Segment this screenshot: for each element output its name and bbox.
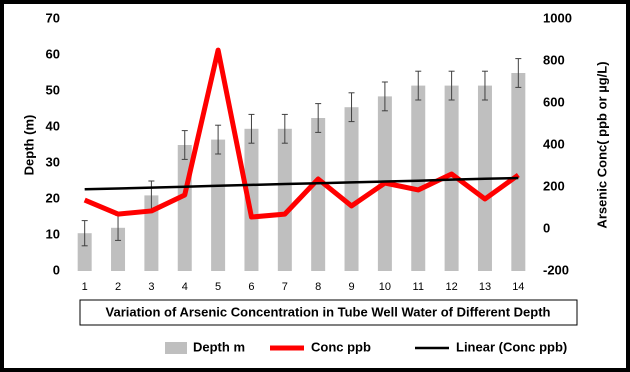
legend-label: Depth m (193, 339, 245, 354)
error-bar (415, 70, 422, 101)
line (83, 47, 520, 220)
bar (411, 85, 426, 271)
bar (344, 107, 359, 271)
y2-tick-label: 0 (543, 220, 550, 235)
bar (211, 139, 226, 271)
y-tick-label: 30 (46, 154, 60, 169)
y-tick-label: 60 (46, 46, 60, 61)
y-tick-label: 50 (46, 82, 60, 97)
bar (111, 227, 126, 271)
legend-label: Conc ppb (311, 339, 371, 354)
bar (311, 118, 326, 271)
x-tick-label: 4 (182, 281, 188, 293)
x-tick-label: 2 (115, 281, 121, 293)
y-tick-label: 20 (46, 190, 60, 205)
chart-title: Variation of Arsenic Concentration in Tu… (106, 304, 551, 319)
x-tick-label: 13 (479, 281, 491, 293)
error-bar (81, 220, 88, 247)
x-tick-label: 10 (379, 281, 391, 293)
error-bar (248, 113, 255, 144)
bar (444, 85, 459, 271)
error-bar (348, 92, 355, 123)
error-bar (515, 58, 522, 88)
y2-tick-label: 1000 (543, 10, 572, 25)
y-tick-label: 0 (53, 262, 60, 277)
line (84, 176, 519, 191)
y2-tick-label: 200 (543, 178, 565, 193)
x-tick-label: 5 (215, 281, 221, 293)
y-axis-title: Depth (m) (21, 115, 36, 176)
y2-tick-label: 800 (543, 52, 565, 67)
bar (511, 73, 526, 271)
x-tick-label: 8 (315, 281, 321, 293)
x-tick-label: 9 (348, 281, 354, 293)
error-bar (481, 70, 488, 101)
x-tick-label: 12 (445, 281, 457, 293)
bar (244, 128, 259, 271)
y-tick-label: 40 (46, 118, 60, 133)
error-bar (181, 130, 188, 160)
x-tick-label: 7 (282, 281, 288, 293)
error-bar (281, 113, 288, 144)
y2-tick-label: 400 (543, 136, 565, 151)
y2-tick-label: -200 (543, 262, 569, 277)
y-tick-label: 10 (46, 226, 60, 241)
x-tick-label: 3 (148, 281, 154, 293)
title-box (79, 299, 578, 326)
bar (77, 233, 92, 271)
legend-label: Linear (Conc ppb) (456, 339, 567, 354)
x-tick-label: 14 (512, 281, 524, 293)
error-bar (215, 124, 222, 155)
error-bar (448, 70, 455, 101)
error-bar (315, 103, 322, 133)
x-tick-label: 1 (82, 281, 88, 293)
error-bar (381, 81, 388, 112)
y2-axis-title: Arsenic Conc( ppb or µg/L) (594, 61, 609, 228)
y-tick-label: 70 (46, 10, 60, 25)
bar (277, 128, 292, 271)
y2-tick-label: 600 (543, 94, 565, 109)
bar (144, 195, 159, 271)
legend-swatch (165, 342, 187, 354)
x-tick-label: 6 (248, 281, 254, 293)
x-tick-label: 11 (413, 281, 424, 293)
